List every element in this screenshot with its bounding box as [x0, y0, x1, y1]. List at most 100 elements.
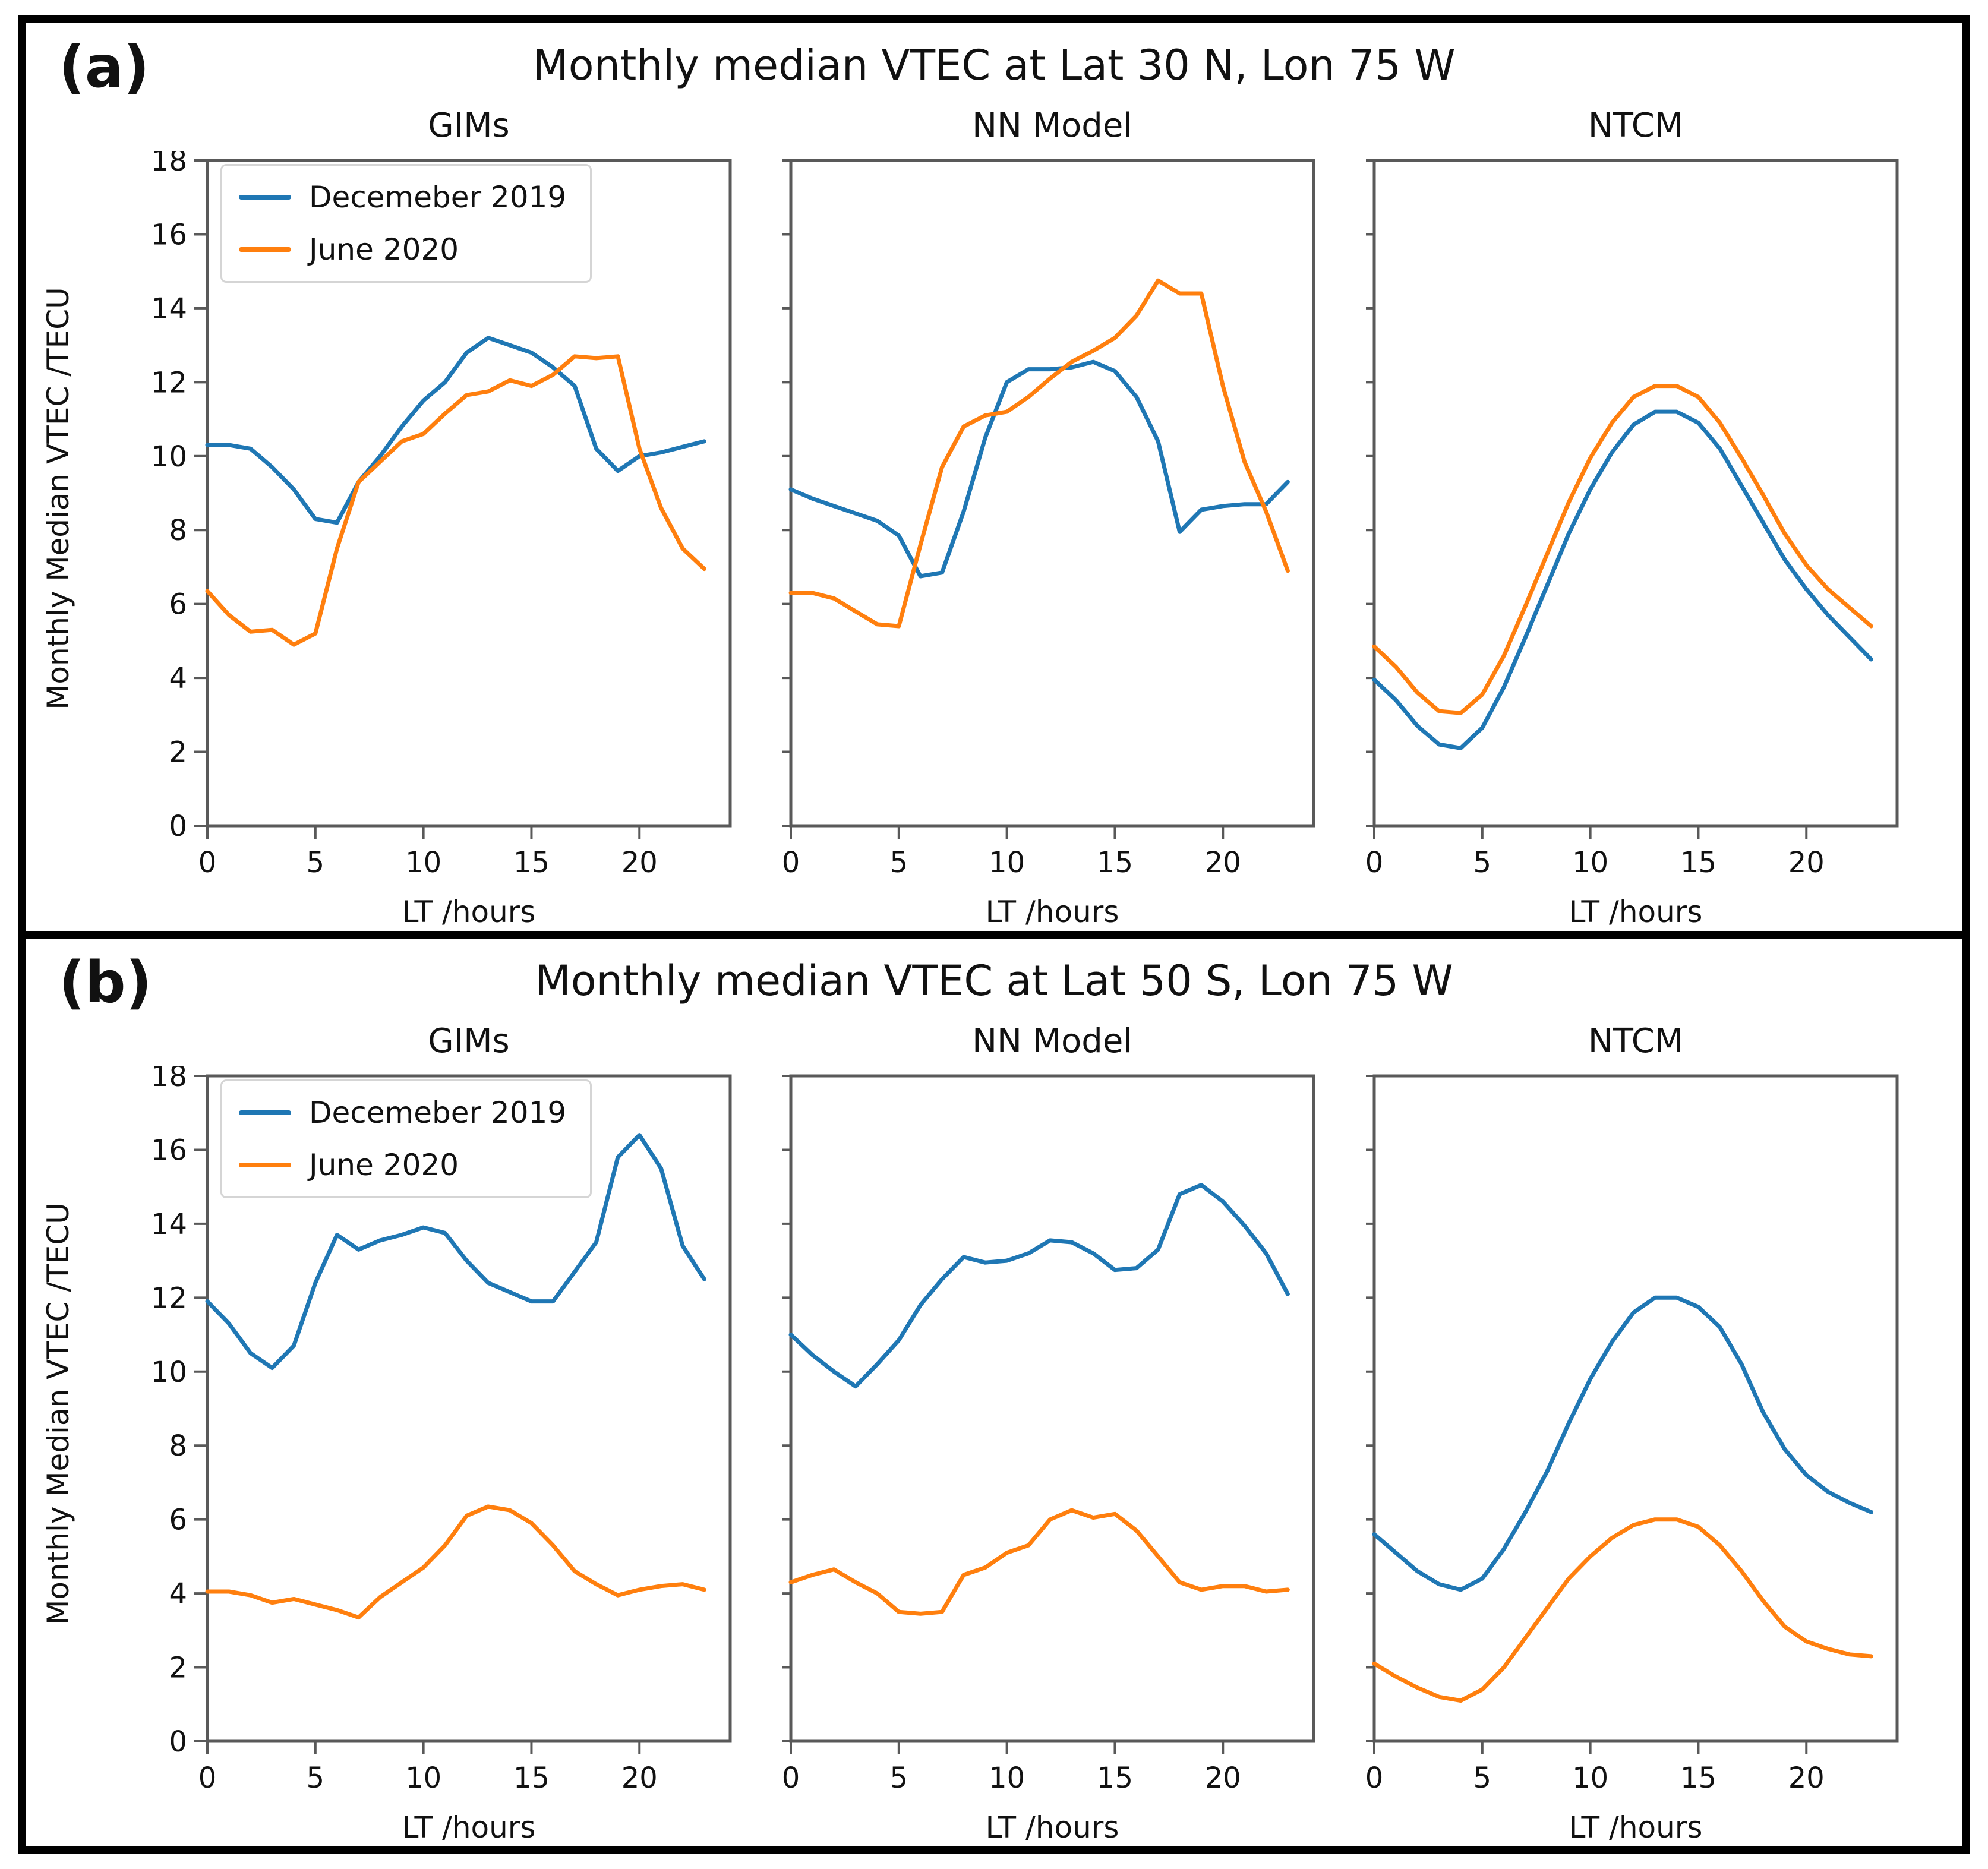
svg-text:10: 10 [151, 1355, 187, 1388]
x-axis-label: LT /hours [1569, 895, 1703, 929]
legend: Decemeber 2019 June 2020 [220, 1079, 592, 1198]
svg-text:5: 5 [307, 846, 325, 879]
panel-a: (a) Monthly median VTEC at Lat 30 N, Lon… [26, 23, 1962, 931]
chart-area: 0 5 10 15 20 0 2 4 6 8 10 12 14 16 18 Decemeber 2019 J… [118, 1066, 740, 1809]
subplot-title: NTCM [1588, 1021, 1684, 1060]
svg-text:10: 10 [1572, 846, 1608, 879]
svg-text:2: 2 [169, 736, 187, 769]
panel-a-title: Monthly median VTEC at Lat 30 N, Lon 75 … [532, 41, 1456, 90]
x-axis-label: LT /hours [402, 895, 536, 929]
legend-item-june: June 2020 [239, 1148, 566, 1182]
svg-text:5: 5 [890, 846, 908, 879]
svg-text:10: 10 [151, 440, 187, 473]
subplot-a-nn-model: NN Model 0 5 10 15 20 LT /hours [782, 106, 1323, 929]
june-line-swatch [239, 247, 291, 252]
subplot-b-nn-model: NN Model 0 5 10 15 20 LT /hours [782, 1022, 1323, 1845]
chart-area: 0 5 10 15 20 [782, 151, 1323, 894]
svg-text:5: 5 [890, 1761, 908, 1795]
svg-text:0: 0 [169, 810, 187, 843]
chart-a-nn-model: 0 5 10 15 20 [782, 159, 1315, 879]
svg-text:0: 0 [198, 846, 217, 879]
svg-text:4: 4 [169, 1577, 187, 1611]
june-line-swatch [239, 1162, 291, 1167]
svg-text:12: 12 [151, 366, 187, 399]
figure-frame: (a) Monthly median VTEC at Lat 30 N, Lon… [18, 15, 1970, 1854]
svg-text:20: 20 [1788, 1761, 1825, 1795]
svg-text:10: 10 [989, 1761, 1025, 1795]
december-line-swatch [239, 1110, 291, 1115]
svg-text:6: 6 [169, 588, 187, 621]
svg-text:20: 20 [621, 1761, 658, 1795]
svg-text:12: 12 [151, 1281, 187, 1315]
svg-text:15: 15 [513, 1761, 550, 1795]
subplot-title: GIMs [428, 1021, 510, 1060]
svg-text:0: 0 [169, 1725, 187, 1758]
legend: Decemeber 2019 June 2020 [220, 164, 592, 283]
svg-text:15: 15 [1097, 846, 1133, 879]
svg-text:5: 5 [1473, 846, 1492, 879]
svg-text:20: 20 [1788, 846, 1825, 879]
svg-text:10: 10 [989, 846, 1025, 879]
svg-text:8: 8 [169, 514, 187, 547]
svg-text:0: 0 [782, 1761, 800, 1795]
chart-area: 0 5 10 15 20 [1366, 1066, 1907, 1809]
legend-item-december: Decemeber 2019 [239, 1095, 566, 1130]
svg-text:10: 10 [405, 846, 441, 879]
x-axis-label: LT /hours [985, 1810, 1119, 1845]
chart-area: 0 5 10 15 20 [782, 1066, 1323, 1809]
svg-text:4: 4 [169, 662, 187, 695]
chart-area: 0 5 10 15 20 [1366, 151, 1907, 894]
svg-text:18: 18 [151, 1066, 187, 1093]
subplot-title: GIMs [428, 106, 510, 145]
svg-text:16: 16 [151, 218, 187, 251]
panel-b-letter: (b) [59, 949, 152, 1016]
svg-text:15: 15 [513, 846, 550, 879]
x-axis-label: LT /hours [402, 1810, 536, 1845]
svg-text:5: 5 [1473, 1761, 1492, 1795]
chart-a-gims: 0 5 10 15 20 0 2 4 6 8 10 12 14 16 18 [151, 151, 732, 879]
panel-b: (b) Monthly median VTEC at Lat 50 S, Lon… [26, 930, 1962, 1846]
svg-text:14: 14 [151, 1207, 187, 1240]
subplot-a-gims: GIMs 0 5 10 15 20 0 2 4 6 8 10 12 14 16 18 Decemeber 2… [118, 106, 740, 929]
svg-text:20: 20 [1205, 846, 1241, 879]
svg-text:0: 0 [782, 846, 800, 879]
x-axis-label: LT /hours [985, 895, 1119, 929]
legend-item-december: Decemeber 2019 [239, 180, 566, 214]
svg-text:14: 14 [151, 292, 187, 326]
subplot-a-ntcm: NTCM 0 5 10 15 20 LT /hours [1366, 106, 1907, 929]
svg-text:20: 20 [1205, 1761, 1241, 1795]
svg-text:15: 15 [1097, 1761, 1133, 1795]
subplot-b-ntcm: NTCM 0 5 10 15 20 LT /hours [1366, 1022, 1907, 1845]
x-axis-label: LT /hours [1569, 1810, 1703, 1845]
december-line-swatch [239, 195, 291, 200]
panel-b-title: Monthly median VTEC at Lat 50 S, Lon 75 … [535, 956, 1453, 1005]
subplot-title: NTCM [1588, 106, 1684, 145]
svg-text:0: 0 [1366, 846, 1383, 879]
svg-text:10: 10 [405, 1761, 441, 1795]
panel-a-y-axis-label: Monthly Median VTEC /TECU [41, 287, 75, 710]
svg-text:2: 2 [169, 1651, 187, 1684]
svg-text:6: 6 [169, 1503, 187, 1536]
legend-item-june: June 2020 [239, 232, 566, 267]
chart-b-ntcm: 0 5 10 15 20 [1366, 1074, 1899, 1795]
panel-a-charts-row: Monthly Median VTEC /TECU GIMs 0 5 10 15 20 0… [41, 106, 1947, 929]
subplot-title: NN Model [972, 1021, 1132, 1060]
chart-b-nn-model: 0 5 10 15 20 [782, 1074, 1315, 1795]
svg-text:8: 8 [169, 1429, 187, 1463]
svg-text:16: 16 [151, 1134, 187, 1167]
svg-text:15: 15 [1680, 846, 1716, 879]
svg-text:15: 15 [1680, 1761, 1716, 1795]
chart-a-ntcm: 0 5 10 15 20 [1366, 159, 1899, 879]
chart-b-gims: 0 5 10 15 20 0 2 4 6 8 10 12 14 16 18 [151, 1066, 732, 1795]
panel-b-y-axis-label: Monthly Median VTEC /TECU [41, 1202, 75, 1625]
svg-text:0: 0 [1366, 1761, 1383, 1795]
svg-text:20: 20 [621, 846, 658, 879]
panel-a-letter: (a) [59, 34, 150, 100]
svg-text:10: 10 [1572, 1761, 1608, 1795]
subplot-title: NN Model [972, 106, 1132, 145]
svg-text:0: 0 [198, 1761, 217, 1795]
svg-text:5: 5 [307, 1761, 325, 1795]
panel-b-charts-row: Monthly Median VTEC /TECU GIMs 0 5 10 15 20 0… [41, 1022, 1947, 1845]
svg-text:18: 18 [151, 151, 187, 178]
